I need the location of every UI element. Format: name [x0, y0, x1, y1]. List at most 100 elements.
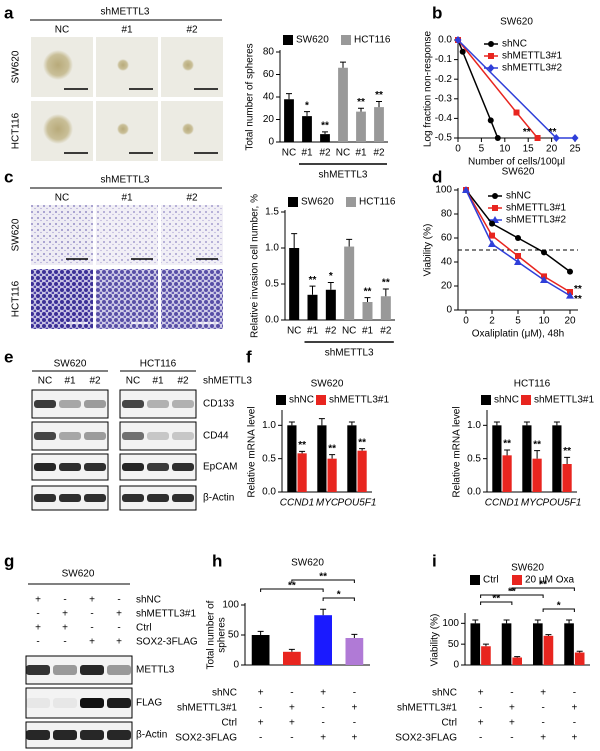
condition-mark: -: [573, 688, 576, 699]
y-tick-label: 1.0: [467, 420, 481, 431]
x-tick-label: 2: [489, 316, 495, 327]
significance: **: [328, 443, 336, 454]
x-tick-label: POU5F1: [338, 498, 377, 509]
band: [80, 730, 104, 740]
condition-mark: -: [510, 688, 513, 699]
legend-swatch: [288, 197, 298, 207]
band: [26, 665, 50, 675]
error-bar: [348, 421, 355, 426]
x-tick-label: #1: [307, 326, 319, 337]
y-tick-label: 1.0: [265, 243, 279, 254]
condition-mark: -: [259, 703, 262, 714]
y-tick-label: -0.2: [435, 74, 453, 85]
panel-label: c: [4, 167, 13, 186]
column-label: #2: [186, 193, 198, 204]
blot-row-label: FLAG: [136, 698, 162, 709]
x-tick-label: 0: [463, 316, 469, 327]
band: [84, 432, 106, 440]
x-tick-label: 5: [515, 316, 521, 327]
y-tick-label: 80: [441, 209, 453, 220]
significance: **: [321, 121, 329, 132]
bar: [283, 651, 301, 665]
y-tick-label: 100: [442, 618, 459, 629]
error-bar: [304, 111, 310, 117]
lane-label: #1: [152, 376, 164, 387]
legend-label: HCT116: [359, 197, 396, 208]
panel-label: d: [432, 167, 442, 186]
marker: [534, 135, 541, 141]
error-bar: [534, 450, 541, 459]
condition-mark: -: [259, 733, 262, 744]
band: [59, 432, 81, 440]
panel-label: h: [212, 551, 222, 570]
error-bar: [322, 131, 328, 135]
x-tick-label: #2: [325, 326, 337, 337]
bar: [320, 134, 330, 142]
micrograph: [161, 269, 223, 329]
y-tick-label: 20: [263, 114, 275, 125]
x-tick-label: 15: [523, 144, 535, 155]
band: [107, 730, 131, 740]
condition-label: Ctrl: [441, 718, 457, 729]
bar: [307, 294, 318, 320]
marker: [515, 235, 521, 241]
error-bar: [504, 449, 511, 456]
x-tick-label: 20: [546, 144, 558, 155]
lane-label: NC: [38, 376, 52, 387]
error-bar: [327, 282, 334, 290]
condition-mark: -: [353, 718, 356, 729]
significance: **: [309, 275, 317, 286]
bar: [533, 623, 543, 665]
legend-swatch: [470, 575, 480, 585]
error-bar: [288, 421, 295, 426]
y-axis-label: Relative mRNA level: [247, 406, 258, 497]
y-tick-label: 0.5: [467, 453, 481, 464]
marker: [566, 291, 574, 299]
condition-mark: +: [116, 637, 122, 648]
panel-label: e: [4, 347, 13, 366]
significance: *: [329, 271, 333, 282]
legend-label: shNC: [506, 191, 531, 202]
bracket: [480, 594, 544, 598]
x-tick-label: NC: [336, 148, 350, 159]
column-label: #1: [121, 193, 133, 204]
marker: [513, 109, 520, 116]
group-label: HCT116: [140, 359, 177, 370]
blot-row-label: CD133: [203, 399, 235, 410]
condition-mark: -: [541, 703, 544, 714]
condition-mark: +: [478, 718, 484, 729]
condition-label: SOX2-3FLAG: [136, 637, 198, 648]
marker: [494, 135, 501, 141]
x-tick-label: #1: [362, 326, 374, 337]
group-label: shMETTL3: [325, 348, 374, 359]
legend-marker: [488, 41, 494, 47]
error-bar: [564, 456, 571, 464]
y-axis-label: Viability (%): [423, 224, 434, 277]
error-bar: [351, 633, 358, 638]
marker: [567, 268, 573, 275]
significance: **: [533, 439, 541, 450]
annotation: **: [574, 284, 582, 295]
blot-row-label: EpCAM: [203, 462, 237, 473]
band: [122, 463, 144, 471]
blot-row-label: β-Actin: [136, 730, 167, 741]
x-tick-label: CCND1: [485, 498, 519, 509]
y-tick-label: 0: [446, 305, 452, 316]
bar: [327, 458, 337, 492]
y-tick-label: 50: [448, 639, 460, 650]
band: [147, 463, 169, 471]
error-bar: [358, 107, 364, 112]
significance: *: [305, 100, 309, 111]
bar: [347, 425, 357, 492]
bar: [543, 635, 554, 665]
panel-label: i: [432, 551, 437, 570]
significance: **: [375, 90, 383, 101]
condition-mark: -: [510, 733, 513, 744]
panel-label: a: [4, 3, 14, 22]
legend-label: Ctrl: [483, 575, 499, 586]
bar: [362, 302, 373, 320]
micrograph: [161, 205, 223, 265]
x-axis-label: Number of cells/100µl: [468, 157, 565, 168]
marker: [541, 249, 547, 256]
condition-mark: +: [571, 733, 577, 744]
